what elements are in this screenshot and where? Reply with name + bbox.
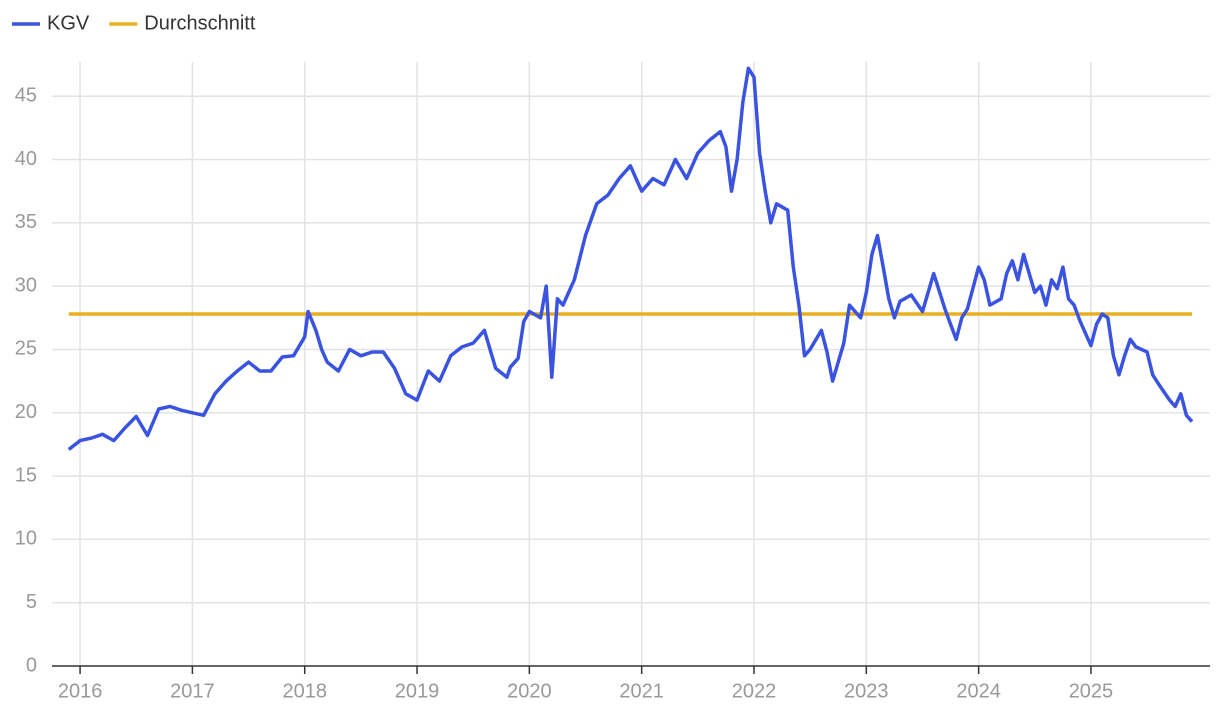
x-tick-label: 2018 — [282, 680, 327, 702]
line-series — [67, 66, 1194, 451]
x-tick-label: 2024 — [956, 680, 1001, 702]
legend-label: Durchschnitt — [144, 12, 256, 34]
x-tick-label: 2022 — [732, 680, 777, 702]
y-tick-label: 35 — [15, 211, 37, 233]
x-tick-label: 2016 — [58, 680, 103, 702]
legend-label: KGV — [47, 12, 90, 34]
y-tick-label: 25 — [15, 338, 37, 360]
x-tick-label: 2017 — [170, 680, 215, 702]
y-tick-label: 40 — [15, 148, 37, 170]
y-tick-label: 15 — [15, 464, 37, 486]
y-tick-label: 0 — [26, 654, 37, 676]
y-tick-label: 5 — [26, 591, 37, 613]
x-tick-label: 2020 — [507, 680, 552, 702]
x-tick-label: 2021 — [619, 680, 664, 702]
x-tick-label: 2023 — [844, 680, 889, 702]
x-tick-label: 2019 — [395, 680, 440, 702]
x-tick-label: 2025 — [1069, 680, 1114, 702]
y-tick-label: 10 — [15, 528, 37, 550]
y-tick-label: 20 — [15, 401, 37, 423]
y-tick-label: 30 — [15, 274, 37, 296]
y-tick-label: 45 — [15, 84, 37, 106]
legend: KGV Durchschnitt — [12, 12, 256, 34]
